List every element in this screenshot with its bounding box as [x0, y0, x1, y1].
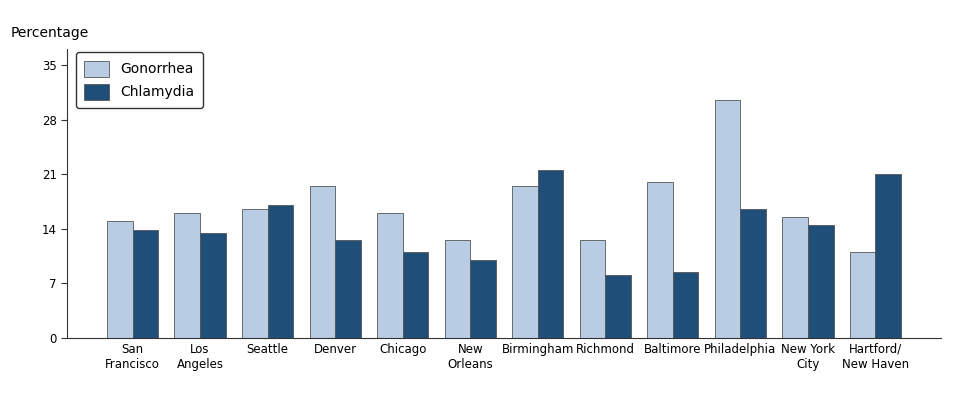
Bar [309, 186, 335, 338]
Bar [876, 174, 901, 338]
Bar [850, 252, 876, 338]
Bar [740, 209, 766, 338]
Bar [402, 252, 428, 338]
Bar [470, 260, 496, 338]
Bar [647, 182, 673, 338]
Bar [200, 233, 226, 338]
Bar [606, 276, 631, 338]
Bar [377, 213, 402, 338]
Bar [782, 217, 808, 338]
Bar [512, 186, 538, 338]
Bar [714, 100, 740, 338]
Bar [268, 205, 294, 338]
Bar [444, 241, 470, 338]
Bar [107, 221, 132, 338]
Legend: Gonorrhea, Chlamydia: Gonorrhea, Chlamydia [76, 52, 203, 108]
Bar [175, 213, 200, 338]
Bar [673, 272, 699, 338]
Bar [580, 241, 606, 338]
Bar [242, 209, 268, 338]
Text: Percentage: Percentage [11, 26, 88, 40]
Bar [335, 241, 361, 338]
Bar [538, 170, 564, 338]
Bar [132, 230, 158, 338]
Bar [808, 225, 833, 338]
